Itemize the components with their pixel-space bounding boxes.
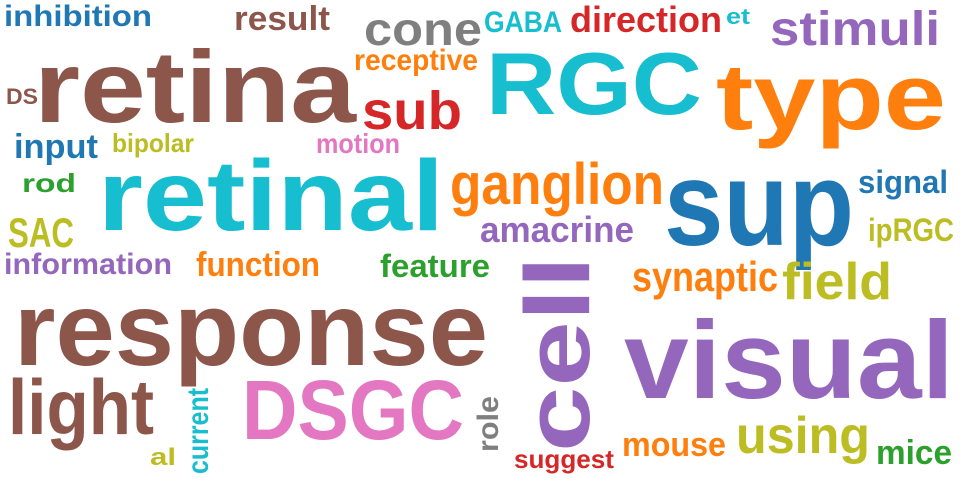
word-sac: SAC bbox=[8, 209, 74, 256]
word-cell: cell bbox=[507, 256, 609, 452]
word-receptive: receptive bbox=[354, 44, 478, 77]
word-suggest: suggest bbox=[514, 444, 614, 474]
word-response: response bbox=[14, 272, 488, 388]
word-feature: feature bbox=[380, 248, 490, 284]
word-type: type bbox=[716, 44, 946, 149]
word-bipolar: bipolar bbox=[112, 128, 194, 158]
word-result: result bbox=[234, 0, 330, 38]
word-sub: sub bbox=[362, 81, 462, 141]
word-rod: rod bbox=[22, 168, 76, 198]
word-input: input bbox=[14, 128, 98, 166]
word-ganglion: ganglion bbox=[450, 152, 664, 217]
word-function: function bbox=[196, 246, 320, 284]
word-synaptic: synaptic bbox=[632, 253, 778, 300]
word-amacrine: amacrine bbox=[480, 209, 634, 250]
word-retinal: retinal bbox=[98, 140, 444, 252]
word-signal: signal bbox=[858, 164, 948, 200]
word-using: using bbox=[736, 407, 870, 465]
word-al: al bbox=[150, 444, 176, 471]
word-stimuli: stimuli bbox=[770, 3, 940, 56]
word-visual: visual bbox=[624, 299, 954, 422]
word-inhibition: inhibition bbox=[4, 0, 152, 33]
word-dsgc: DSGC bbox=[242, 363, 464, 457]
word-sup: sup bbox=[664, 137, 854, 271]
word-mouse: mouse bbox=[622, 426, 726, 464]
word-ds: DS bbox=[6, 84, 38, 109]
word-field: field bbox=[782, 253, 892, 311]
word-light: light bbox=[8, 363, 154, 451]
word-cone: cone bbox=[364, 3, 482, 55]
word-mice: mice bbox=[876, 434, 952, 472]
word-current: current bbox=[182, 388, 215, 474]
word-iprgc: ipRGC bbox=[868, 212, 954, 248]
word-rgc: RGC bbox=[486, 34, 702, 133]
word-et: et bbox=[726, 4, 750, 29]
word-gaba: GABA bbox=[484, 6, 562, 39]
word-direction: direction bbox=[570, 0, 722, 40]
word-role: role bbox=[472, 396, 505, 452]
word-motion: motion bbox=[316, 128, 400, 159]
word-retina: retina bbox=[34, 30, 356, 144]
word-information: information bbox=[4, 248, 172, 281]
